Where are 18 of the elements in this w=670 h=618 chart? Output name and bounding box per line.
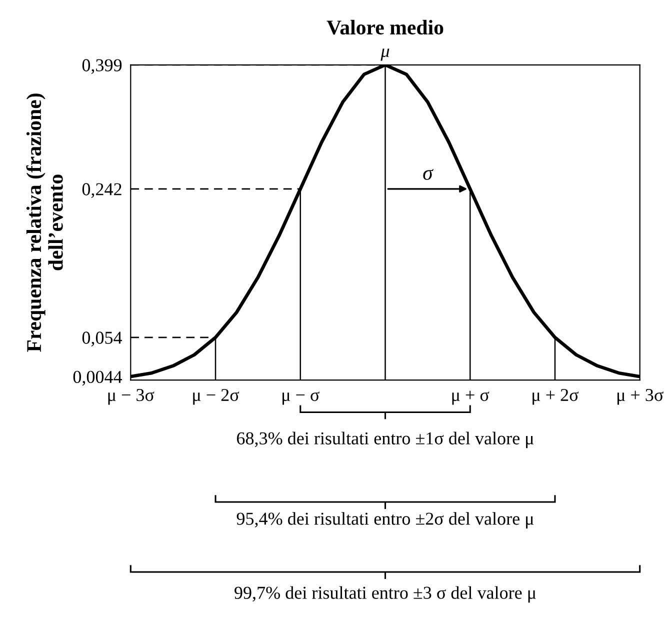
x-tick-label: μ + σ — [452, 390, 490, 405]
chart-title: Valore medio — [326, 20, 444, 35]
y-tick-label: 0,054 — [82, 332, 122, 346]
x-tick-label: μ + 2σ — [532, 388, 579, 405]
x-tick-label: μ − σ — [282, 392, 320, 405]
text: 95,4% dei risultati entro ±2σ del valore μ — [236, 512, 534, 529]
text: 68,3% dei risultati entro ±1σ del valore μ — [236, 432, 534, 448]
text: 99,7% dei risultati entro ±3 σ del valore μ — [234, 586, 536, 603]
y-tick-label: 0,399 — [82, 59, 122, 74]
annotation: μ — [380, 48, 390, 61]
x-tick-label: μ + 3σ — [617, 388, 664, 405]
ref-line-label: σ — [423, 168, 434, 180]
x-tick-label: μ − 3σ — [108, 388, 154, 405]
y-tick-label: 0,0044 — [73, 370, 122, 386]
line-series — [130, 64, 640, 378]
y-tick-label: 0,242 — [82, 183, 122, 198]
y-axis-title: Frequenza relativa (frazione) dell’evento — [26, 94, 63, 352]
x-tick-label: μ − 2σ — [193, 388, 240, 405]
